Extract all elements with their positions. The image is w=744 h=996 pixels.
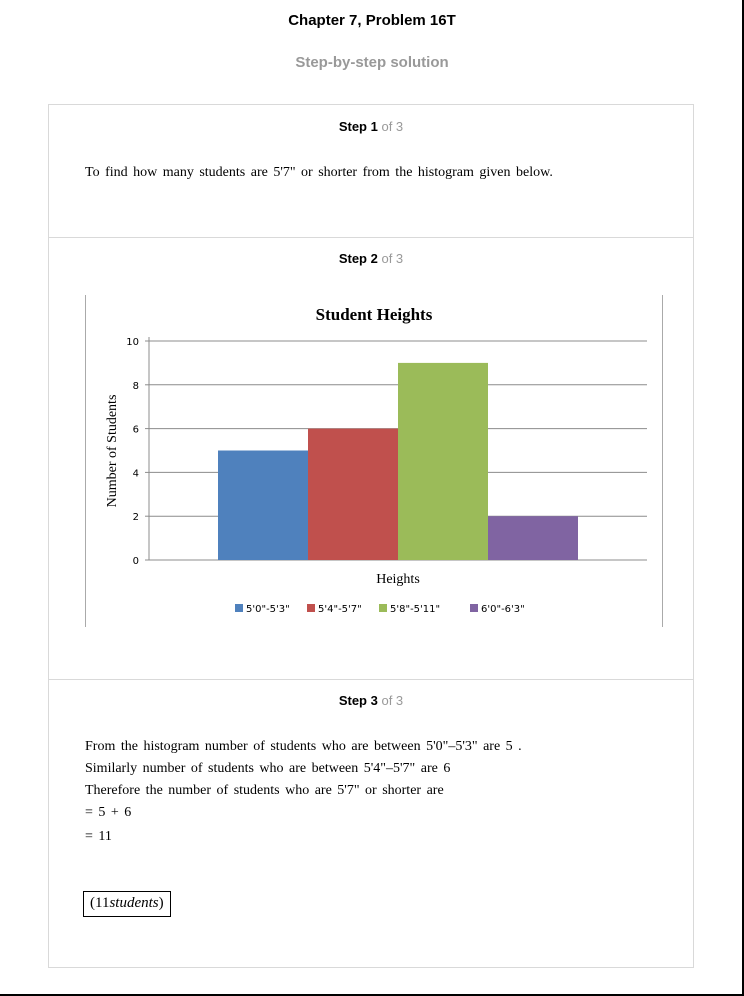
step-3-label: Step 3 [338, 693, 378, 708]
step-1-text: To find how many students are 5'7" or sh… [85, 165, 553, 180]
figure-border-right [662, 295, 663, 627]
bar-1 [218, 450, 308, 560]
bar-2 [308, 428, 398, 560]
legend-label-2: 5'4"-5'7" [318, 604, 362, 615]
step-2-heading: Step 2 of 3 [49, 251, 693, 266]
bar-4 [488, 516, 578, 560]
y-tick-label: 4 [133, 468, 139, 479]
step-3-line-1: From the histogram number of students wh… [85, 739, 522, 754]
student-heights-chart: Student Heights 0 2 4 6 8 10 Heights Number of S… [105, 305, 647, 615]
chart-title: Student Heights [316, 305, 433, 324]
step-3-line-4: = 5 + 6 [85, 805, 132, 820]
answer-number: (11 [90, 895, 110, 911]
step-1-label: Step 1 [338, 119, 378, 134]
page-title: Chapter 7, Problem 16T [288, 12, 456, 29]
figure-border-left [85, 295, 86, 627]
y-tick-label: 2 [133, 512, 139, 523]
frame-border-bottom [0, 994, 744, 996]
step-3-line-3: Therefore the number of students who are… [85, 783, 444, 798]
answer-unit: students [109, 895, 159, 911]
legend-label-1: 5'0"-5'3" [246, 604, 290, 615]
step-1-of: of 3 [381, 119, 404, 134]
legend-label-4: 6'0"-6'3" [481, 604, 525, 615]
x-axis-label: Heights [376, 572, 420, 587]
step-3-of: of 3 [381, 693, 404, 708]
step-2-label: Step 2 [338, 251, 378, 266]
solution-card: Step 1 of 3 To find how many students ar… [48, 104, 694, 968]
final-answer-box: (11students) [83, 891, 171, 917]
legend-label-3: 5'8"-5'11" [390, 604, 440, 615]
y-axis-label: Number of Students [105, 395, 120, 508]
legend-swatch-1 [235, 604, 243, 612]
y-tick-label: 10 [126, 337, 139, 348]
legend-swatch-4 [470, 604, 478, 612]
bar-3 [398, 362, 488, 560]
step-1-heading: Step 1 of 3 [49, 119, 693, 134]
legend-swatch-3 [379, 604, 387, 612]
page-subtitle: Step-by-step solution [295, 54, 449, 71]
step-3-heading: Step 3 of 3 [49, 693, 693, 708]
frame-border-right [742, 0, 744, 994]
step-divider-1 [49, 237, 693, 238]
step-3-line-2: Similarly number of students who are bet… [85, 761, 451, 776]
y-tick-label: 8 [133, 381, 139, 392]
step-3-line-5: = 11 [85, 829, 112, 844]
legend-swatch-2 [307, 604, 315, 612]
y-tick-label: 0 [133, 556, 139, 567]
histogram-figure: Student Heights 0 2 4 6 8 10 Heights Number of S… [85, 295, 663, 627]
answer-close-paren: ) [158, 895, 164, 911]
y-tick-label: 6 [133, 425, 139, 436]
step-divider-2 [49, 679, 693, 680]
step-2-of: of 3 [381, 251, 404, 266]
